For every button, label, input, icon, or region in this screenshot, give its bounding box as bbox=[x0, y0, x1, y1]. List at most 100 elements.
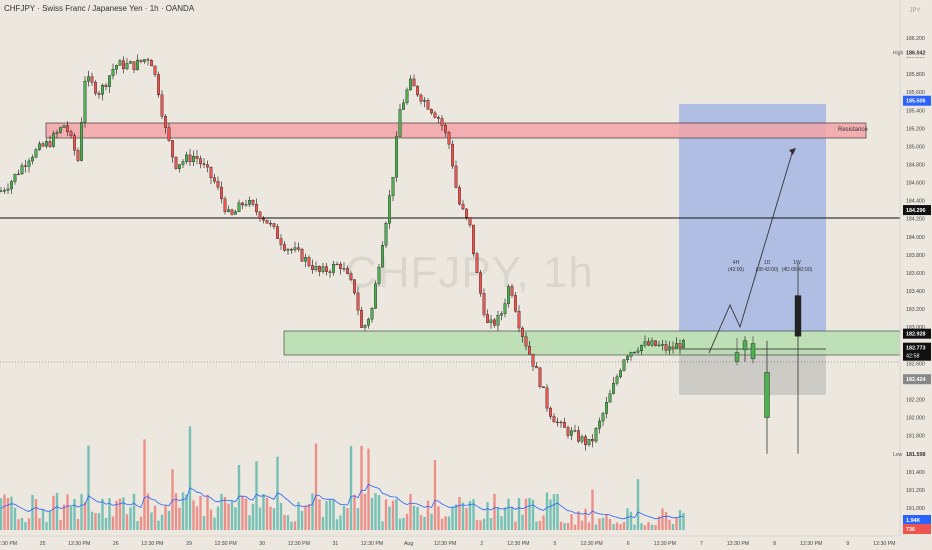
time-tick: 9 bbox=[846, 541, 849, 547]
candle bbox=[577, 426, 580, 444]
candle bbox=[503, 298, 507, 318]
volume-bar bbox=[216, 506, 220, 530]
currency-button[interactable]: JPY bbox=[909, 8, 921, 14]
volume-bar bbox=[157, 520, 160, 530]
volume-bar bbox=[160, 514, 164, 530]
candle bbox=[657, 340, 661, 347]
time-tick: 12:30 PM bbox=[654, 541, 676, 547]
candle bbox=[125, 57, 129, 71]
volume-bar bbox=[510, 507, 514, 530]
price-tick: 182.200 bbox=[906, 397, 925, 403]
volume-bar bbox=[20, 517, 24, 530]
projection-candle-1d[interactable] bbox=[764, 340, 770, 454]
candle bbox=[111, 63, 115, 80]
volume-bar bbox=[640, 523, 643, 530]
time-tick: 12:30 PM bbox=[68, 541, 90, 547]
volume-bar bbox=[248, 515, 251, 530]
volume-bar bbox=[615, 522, 619, 530]
volume-bar bbox=[297, 501, 300, 530]
volume-bar bbox=[482, 518, 486, 530]
projection-candle bbox=[750, 336, 756, 364]
candle bbox=[34, 147, 38, 159]
candle bbox=[633, 351, 636, 354]
volume-bar bbox=[125, 514, 129, 530]
projection-arrowhead bbox=[789, 148, 796, 155]
volume-bar bbox=[150, 512, 153, 530]
volume-bar bbox=[69, 506, 73, 530]
volume-bar bbox=[90, 511, 94, 530]
volume-bar bbox=[559, 521, 563, 530]
candle bbox=[563, 417, 566, 428]
candle bbox=[605, 396, 608, 419]
symbol-title[interactable]: CHFJPY · Swiss Franc / Japanese Yen · 1h… bbox=[4, 4, 195, 13]
candle bbox=[360, 306, 363, 328]
price-axis[interactable]: 186.200186.000185.800185.600185.400185.2… bbox=[893, 36, 931, 534]
time-tick: 31 bbox=[333, 541, 339, 547]
price-tick: 185.600 bbox=[906, 90, 925, 96]
candle bbox=[213, 173, 216, 184]
candle bbox=[608, 389, 612, 403]
volume-bar bbox=[654, 525, 657, 530]
volume-bar bbox=[213, 517, 216, 530]
volume-bar bbox=[475, 519, 479, 530]
candle bbox=[598, 417, 601, 434]
volume-bar bbox=[262, 493, 265, 530]
volume-bar bbox=[395, 498, 398, 530]
projection-candle-1w[interactable] bbox=[794, 263, 802, 454]
volume-bar bbox=[87, 445, 90, 530]
volume-bar bbox=[237, 465, 241, 530]
low-badge: 181.598 bbox=[903, 448, 931, 459]
time-tick: 12:30 PM bbox=[141, 541, 163, 547]
projection-candle-4h[interactable] bbox=[742, 336, 748, 362]
volume-bar bbox=[573, 524, 577, 530]
candle bbox=[3, 187, 6, 195]
candle bbox=[416, 85, 419, 98]
candle bbox=[342, 262, 346, 272]
volume-bar bbox=[199, 495, 202, 530]
projection-path[interactable] bbox=[708, 149, 794, 354]
candle bbox=[6, 183, 10, 195]
volume-bar bbox=[52, 495, 55, 530]
candle bbox=[678, 339, 682, 355]
volume-bar bbox=[286, 515, 290, 530]
candle bbox=[87, 70, 90, 87]
candle bbox=[234, 209, 237, 215]
candle bbox=[279, 234, 283, 250]
support-zone[interactable] bbox=[283, 330, 932, 356]
time-tick: 25 bbox=[40, 541, 46, 547]
high-label: High bbox=[893, 50, 904, 56]
candle bbox=[640, 344, 643, 355]
volume-bar bbox=[223, 497, 227, 530]
price-tick: 183.000 bbox=[906, 325, 925, 331]
candle bbox=[643, 335, 647, 348]
candle bbox=[150, 59, 153, 67]
volume-bar bbox=[517, 498, 521, 530]
candle bbox=[139, 59, 143, 64]
candle bbox=[374, 280, 377, 309]
volume-bar bbox=[122, 497, 125, 530]
volume-bar bbox=[346, 508, 349, 530]
volume-bar bbox=[185, 494, 188, 530]
volume-bar bbox=[94, 513, 97, 530]
volume-bar bbox=[349, 446, 353, 530]
volume-bar bbox=[591, 489, 594, 530]
candle bbox=[311, 259, 314, 274]
volume-bar bbox=[388, 506, 391, 530]
candle bbox=[66, 121, 69, 136]
volume-bar bbox=[556, 493, 559, 530]
candle bbox=[461, 199, 465, 211]
volume-bar bbox=[255, 461, 258, 530]
candle bbox=[622, 358, 626, 372]
candle bbox=[38, 140, 41, 152]
time-tick: 2 bbox=[480, 541, 483, 547]
candle bbox=[286, 247, 290, 255]
volume-bar bbox=[594, 524, 598, 530]
resistance-zone[interactable] bbox=[45, 122, 867, 139]
time-tick: 8 bbox=[773, 541, 776, 547]
candle bbox=[549, 406, 552, 420]
candle bbox=[199, 155, 202, 169]
candle bbox=[118, 59, 122, 66]
candle bbox=[507, 284, 510, 308]
